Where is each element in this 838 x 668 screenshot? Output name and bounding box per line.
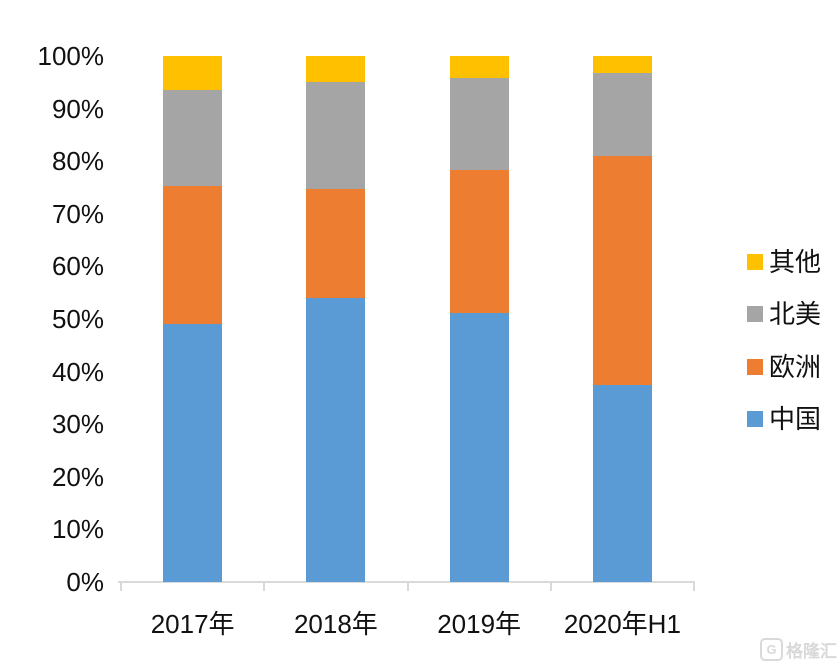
x-axis-line	[118, 581, 695, 583]
y-axis-tick-label: 40%	[51, 356, 104, 387]
y-axis-tick-label: 80%	[51, 146, 104, 177]
bar-segment-欧洲	[306, 188, 366, 298]
legend-label: 中国	[769, 403, 822, 434]
bar-segment-其他	[449, 56, 509, 78]
legend-swatch-icon	[747, 410, 763, 427]
watermark-logo-icon: G	[760, 638, 783, 661]
bar-segment-北美	[306, 82, 366, 189]
legend-swatch-icon	[747, 358, 763, 375]
bar-segment-欧洲	[163, 186, 223, 325]
x-axis-tick	[263, 583, 266, 591]
bar-segment-其他	[592, 56, 652, 74]
bar-segment-中国	[592, 385, 652, 582]
y-axis-tick-label: 10%	[51, 514, 104, 545]
y-axis-tick-label: 0%	[66, 567, 104, 597]
legend-label: 其他	[769, 247, 822, 277]
y-axis-tick-label: 30%	[51, 409, 104, 440]
y-axis-tick-label: 50%	[51, 304, 104, 334]
bar-segment-中国	[163, 324, 223, 582]
legend-item-中国: 中国	[747, 406, 821, 432]
x-axis-category-label: 2017年	[150, 609, 235, 639]
bar-segment-其他	[306, 56, 366, 83]
legend-label: 北美	[769, 299, 822, 330]
x-axis-category-label: 2018年	[293, 609, 378, 639]
y-axis-tick-label: 100%	[37, 41, 105, 71]
y-axis-tick-label: 90%	[51, 93, 104, 124]
y-axis-tick-label: 70%	[51, 198, 104, 229]
bar-2019年	[449, 56, 509, 582]
bar-segment-欧洲	[449, 169, 509, 313]
bar-segment-北美	[449, 77, 509, 170]
legend-swatch-icon	[747, 254, 763, 270]
watermark: G 格隆汇	[760, 637, 837, 662]
x-axis-tick	[549, 583, 552, 591]
bar-segment-北美	[163, 90, 223, 187]
bar-segment-中国	[306, 297, 366, 582]
watermark-text: 格隆汇	[786, 642, 837, 661]
y-axis-tick-label: 20%	[51, 461, 104, 492]
x-axis-tick	[120, 583, 122, 591]
legend-swatch-icon	[747, 306, 763, 323]
y-axis-tick-label: 60%	[51, 251, 104, 282]
x-axis-category-label: 2020年H1	[563, 609, 681, 639]
x-axis-tick	[406, 583, 409, 591]
bar-2017年	[163, 56, 223, 582]
legend-label: 欧洲	[769, 351, 822, 382]
legend-item-其他: 其他	[747, 249, 821, 275]
x-axis-tick	[693, 583, 695, 591]
x-axis-category-label: 2019年	[437, 609, 522, 639]
legend-item-欧洲: 欧洲	[747, 354, 821, 380]
bar-segment-北美	[592, 73, 652, 156]
bar-2018年	[306, 56, 366, 582]
legend-item-北美: 北美	[747, 301, 821, 327]
bar-segment-欧洲	[592, 155, 652, 386]
bar-segment-其他	[163, 56, 223, 91]
bar-2020年H1	[592, 56, 652, 582]
bar-segment-中国	[449, 312, 509, 582]
